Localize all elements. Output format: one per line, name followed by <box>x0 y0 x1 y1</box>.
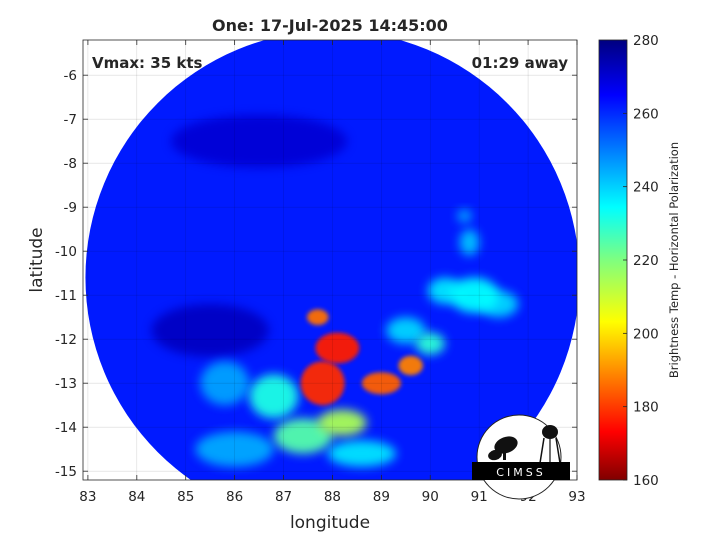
feature-layer <box>151 114 519 467</box>
colorbar <box>598 39 628 481</box>
y-tick-label: -15 <box>55 464 77 480</box>
feature-cell <box>317 409 367 436</box>
grid-layer <box>83 40 577 480</box>
feature-group <box>151 114 519 467</box>
water-tower-icon <box>539 425 561 464</box>
cimss-logo: CIMSS <box>472 414 570 500</box>
y-tick-label: -12 <box>55 332 77 348</box>
y-tick-label: -8 <box>64 156 77 172</box>
feature-cell <box>307 309 329 326</box>
feature-cell <box>151 304 269 357</box>
feature-cell <box>457 209 472 223</box>
feature-cell <box>415 332 445 355</box>
y-tick-label: -7 <box>64 112 77 128</box>
colorbar-tick-label: 180 <box>633 400 659 416</box>
feature-cell <box>171 114 348 168</box>
feature-cell <box>398 355 423 376</box>
colorbar-tick-label: 200 <box>633 326 659 342</box>
colorbar-tick-label: 240 <box>633 180 659 196</box>
x-axis-label: longitude <box>290 513 370 533</box>
feature-cell <box>361 372 401 395</box>
feature-cell <box>195 431 274 467</box>
colorbar-ticks: 160 180 200 220 240 260 280 <box>623 33 659 489</box>
y-tick-label: -13 <box>55 376 77 392</box>
vmax-annotation: Vmax: 35 kts <box>92 54 202 72</box>
y-ticks: -6 -7 -8 -9 -10 -11 -12 -13 -14 -15 <box>55 68 577 480</box>
x-tick-label: 84 <box>128 489 145 505</box>
feature-cell <box>327 440 397 467</box>
x-tick-label: 93 <box>568 489 585 505</box>
colorbar-tick-label: 220 <box>633 253 659 269</box>
axes-box <box>82 39 578 481</box>
x-tick-label: 91 <box>471 489 488 505</box>
colorbar-tick-label: 160 <box>633 473 659 489</box>
feature-cell <box>315 332 360 364</box>
x-tick-label: 89 <box>373 489 390 505</box>
x-tick-label: 87 <box>275 489 292 505</box>
y-axis-label: latitude <box>27 227 47 292</box>
x-tick-label: 90 <box>422 489 439 505</box>
colorbar-tick-label: 280 <box>633 33 659 49</box>
colorbar-label: Brightness Temp - Horizontal Polarizatio… <box>667 142 681 378</box>
y-tick-label: -9 <box>64 200 77 216</box>
colorbar-tick-label: 260 <box>633 106 659 122</box>
y-tick-label: -6 <box>64 68 77 84</box>
y-tick-label: -10 <box>55 244 77 260</box>
feature-cell <box>200 361 250 406</box>
x-tick-label: 86 <box>226 489 243 505</box>
y-tick-label: -14 <box>55 420 77 436</box>
feature-cell <box>386 317 426 344</box>
y-tick-label: -11 <box>55 288 77 304</box>
feature-cell <box>249 374 299 419</box>
x-tick-label: 85 <box>177 489 194 505</box>
feature-cell <box>449 277 499 313</box>
chart-title: One: 17-Jul-2025 14:45:00 <box>212 16 448 35</box>
feature-cell <box>273 418 333 454</box>
x-tick-label: 88 <box>324 489 341 505</box>
dish-icon <box>488 436 518 461</box>
x-tick-label: 83 <box>79 489 96 505</box>
logo-text: CIMSS <box>496 466 545 479</box>
feature-cell <box>459 229 480 256</box>
time-away-annotation: 01:29 away <box>472 54 569 72</box>
feature-cell <box>300 361 345 406</box>
